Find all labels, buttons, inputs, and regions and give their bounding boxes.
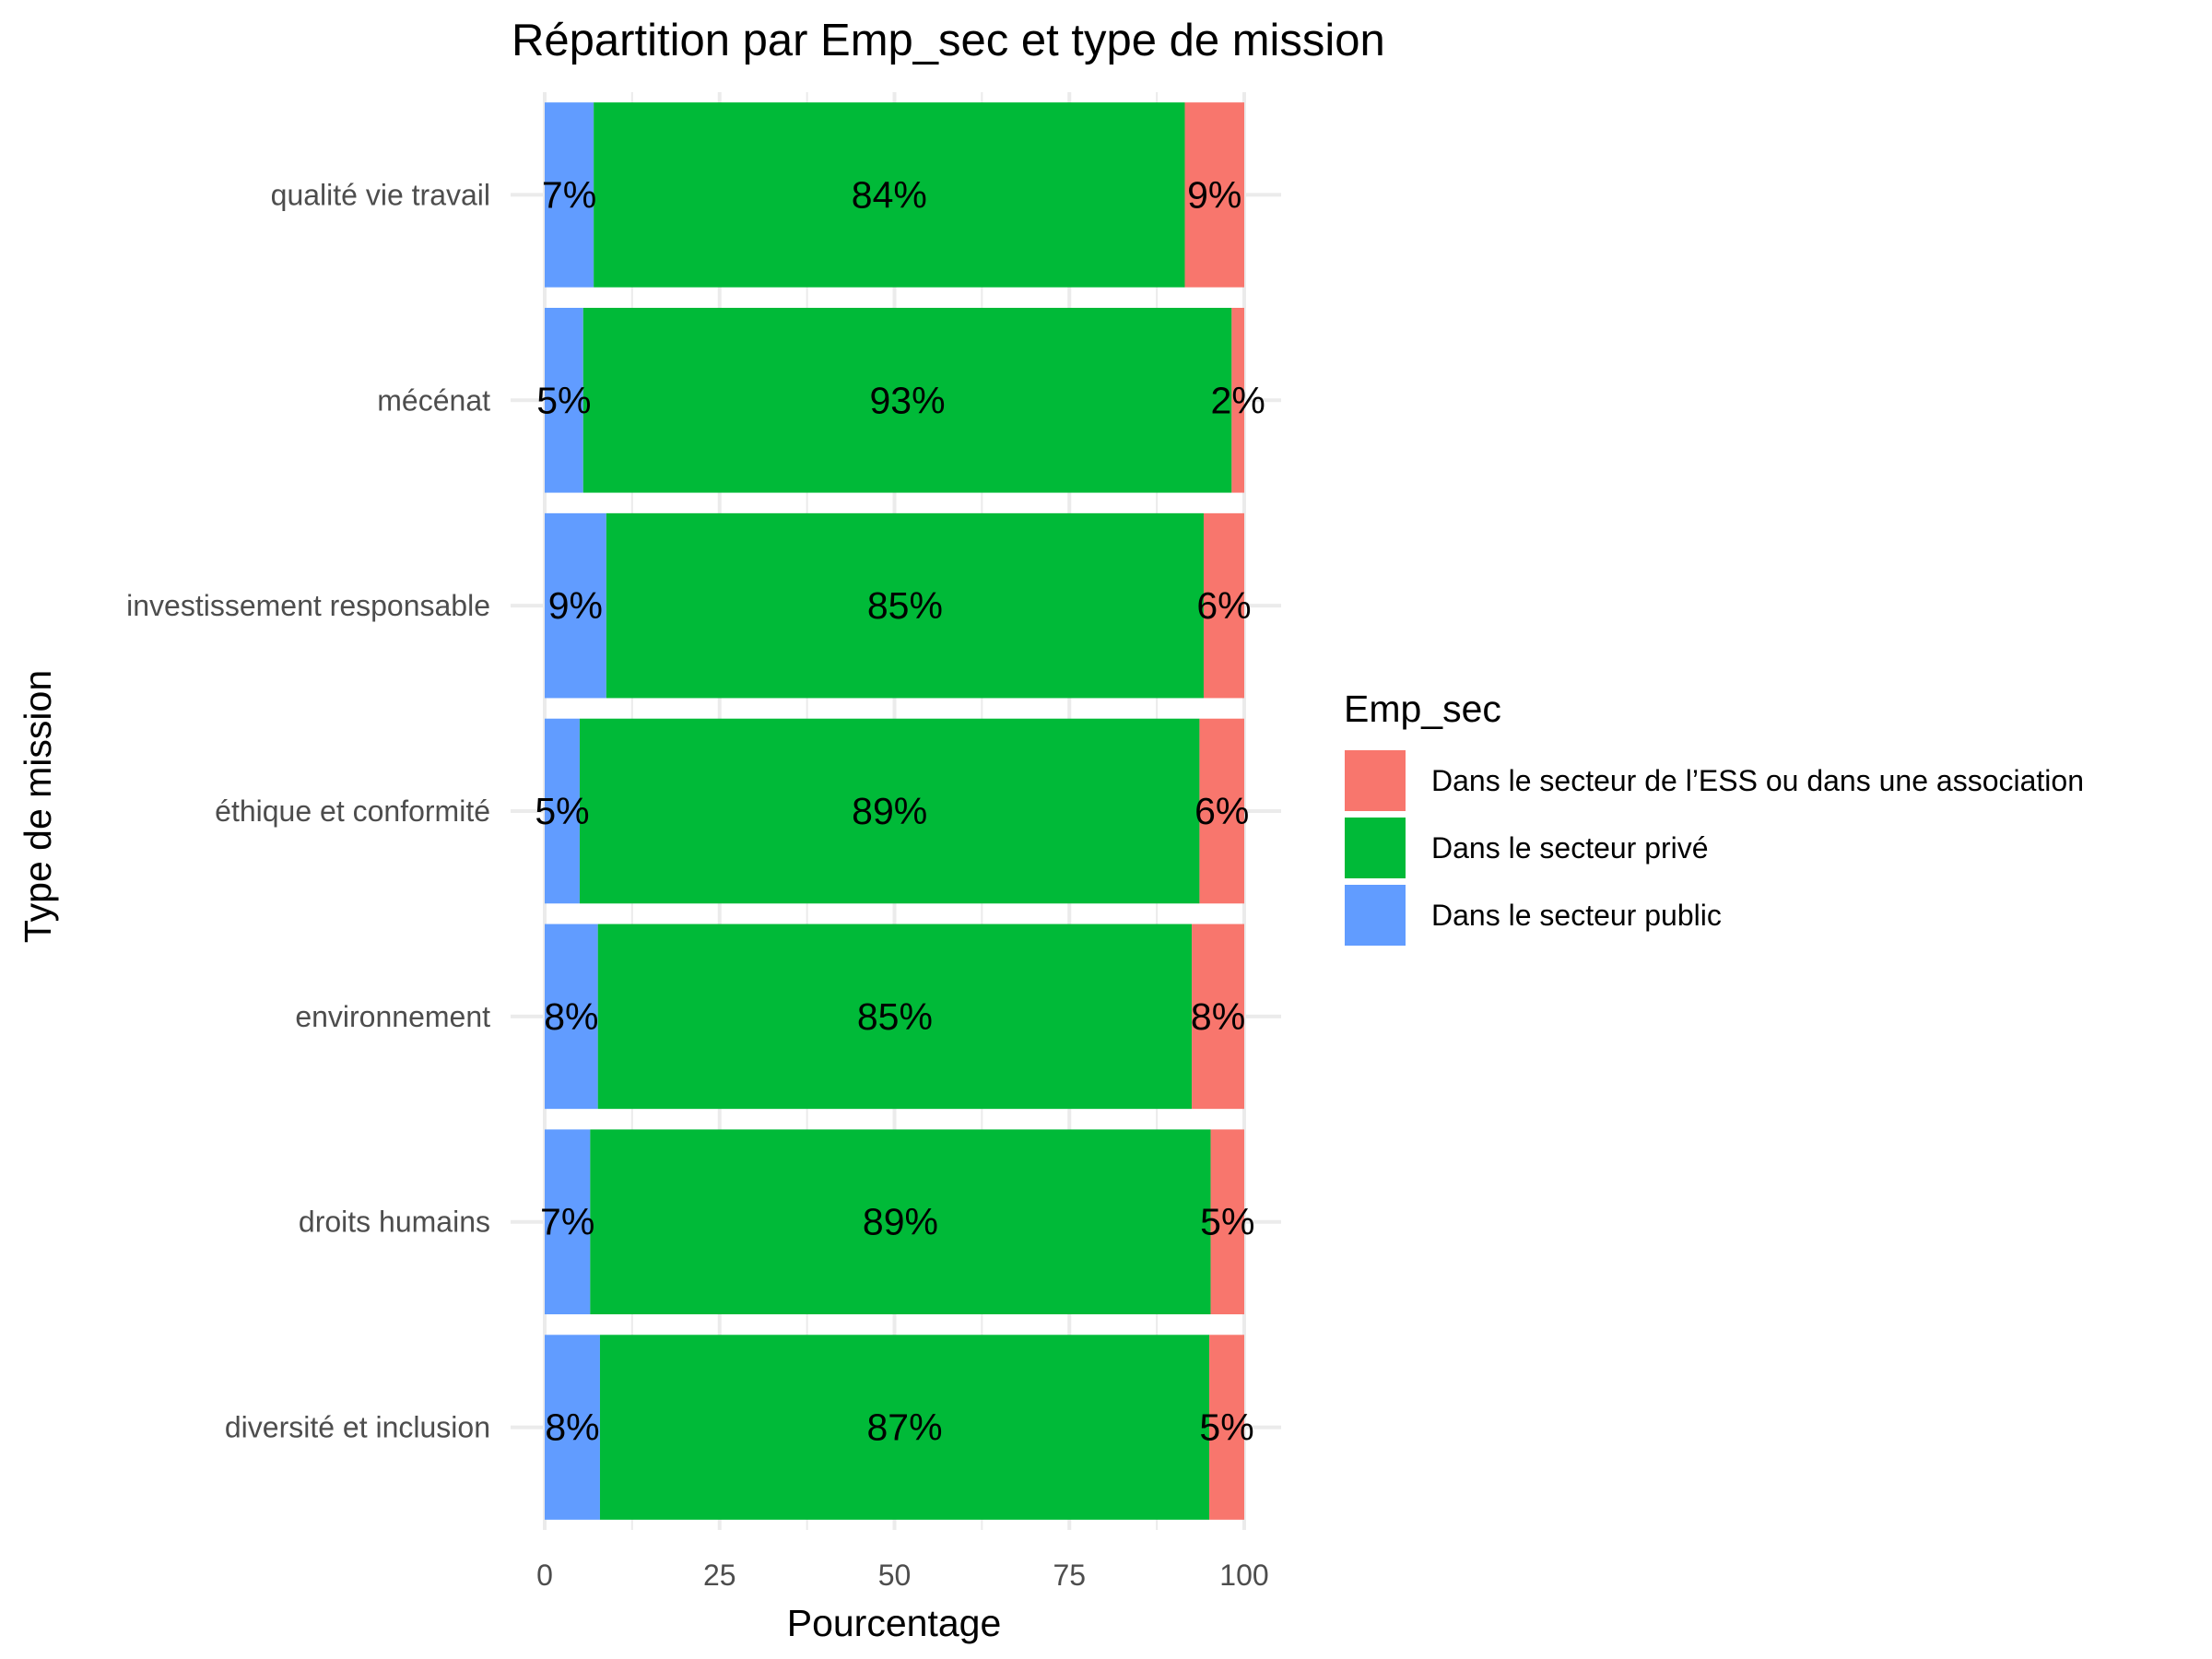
data-label: 93% [870,379,946,421]
data-label: 6% [1194,790,1249,832]
data-label: 9% [1187,173,1241,216]
bar-segment [545,1129,591,1314]
data-label: 2% [1211,379,1265,421]
x-tick-label: 100 [1219,1559,1268,1592]
data-label: 8% [545,1406,599,1449]
x-tick-label: 25 [703,1559,736,1592]
data-label: 8% [544,995,598,1038]
y-tick-label: éthique et conformité [215,794,490,828]
bar-segment [606,512,1204,699]
legend-title: Emp_sec [1344,688,1501,730]
bar-segment [545,1335,600,1520]
x-tick-labels: 0 25 50 75 100 [536,1559,1269,1592]
legend-swatch [1345,750,1406,811]
legend: Emp_sec Dans le secteur de l’ESS ou dans… [1344,688,2084,946]
legend-label: Dans le secteur privé [1431,831,1709,865]
y-tick-label: diversité et inclusion [225,1411,490,1444]
data-label: 5% [535,790,589,832]
bar-segment [1199,718,1244,904]
data-label: 7% [542,173,596,216]
x-tick-label: 75 [1053,1559,1086,1592]
bar-segment [545,512,606,699]
chart-title: Répartition par Emp_sec et type de missi… [512,16,1385,65]
data-label: 5% [1200,1201,1254,1243]
bar-segment [545,718,580,904]
legend-swatch [1345,885,1406,946]
data-label: 87% [866,1406,942,1449]
y-tick-label: environnement [295,1000,490,1033]
data-label: 84% [852,173,927,216]
y-tick-label: qualité vie travail [271,178,490,211]
bar-segment [594,102,1185,288]
bar-segment [599,1335,1210,1520]
legend-label: Dans le secteur public [1431,899,1722,932]
bar-segment [1210,1129,1244,1314]
bar-segment [1209,1335,1244,1520]
y-tick-label: mécénat [377,383,490,417]
bar-segment [1231,308,1244,493]
y-tick-label: droits humains [299,1206,490,1239]
bar-segment [590,1129,1211,1314]
data-label: 9% [548,584,603,627]
data-label: 7% [540,1201,594,1243]
bar-segment [582,308,1232,493]
data-label: 89% [852,790,927,832]
data-label: 89% [863,1201,938,1243]
bar-segment [579,718,1200,904]
data-label: 6% [1196,584,1251,627]
data-label: 5% [536,379,591,421]
bars [545,102,1244,1520]
data-label: 85% [867,584,943,627]
legend-label: Dans le secteur de l’ESS ou dans une ass… [1431,764,2084,797]
y-axis-title: Type de mission [17,670,59,943]
data-label: 8% [1191,995,1245,1038]
bar-segment [545,924,598,1110]
bar-segment [1203,512,1244,699]
y-tick-label: investissement responsable [126,589,490,622]
x-tick-label: 0 [536,1559,553,1592]
y-tick-labels: qualité vie travail mécénat investissement… [126,178,490,1443]
data-label: 85% [857,995,933,1038]
legend-swatch [1345,818,1406,878]
bar-segment [597,924,1193,1110]
x-tick-label: 50 [878,1559,912,1592]
data-labels: 7% 84% 9% 5% 93% 2% 9% 85% 6% 5% 89% 6% 8% 85% 8% 7% 89%… [535,173,1265,1448]
bar-segment [1184,102,1244,288]
x-axis-title: Pourcentage [787,1602,1002,1644]
bar-segment [545,308,583,493]
bar-segment [1192,924,1244,1110]
data-label: 5% [1199,1406,1253,1449]
bar-segment [545,102,594,288]
